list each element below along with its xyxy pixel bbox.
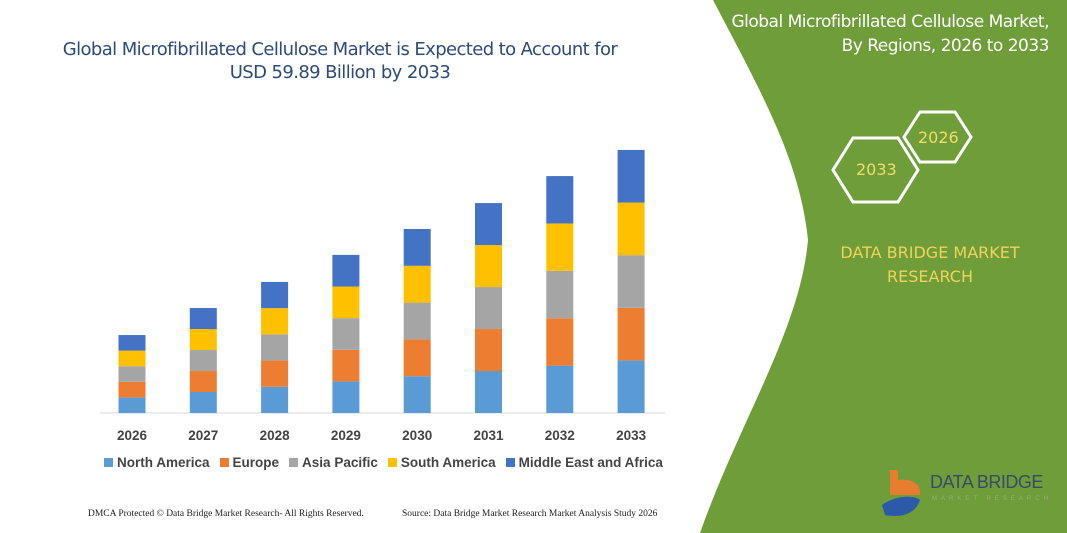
bar-segment-north-america-2027: [189, 392, 217, 413]
logo-text: DATA BRIDGE: [930, 472, 1043, 492]
x-tick-label: 2031: [473, 428, 504, 443]
bar-segment-north-america-2033: [617, 360, 645, 413]
legend-label: Middle East and Africa: [518, 455, 663, 470]
bar-segment-europe-2030: [403, 339, 431, 377]
legend-item: Middle East and Africa: [505, 455, 663, 470]
footer-copyright: DMCA Protected © Data Bridge Market Rese…: [88, 509, 364, 519]
x-tick-label: 2026: [117, 428, 148, 443]
hex-label-start: 2026: [918, 128, 959, 147]
x-tick-label: 2030: [402, 428, 432, 443]
bar-segment-europe-2032: [546, 318, 574, 366]
hexagon-2026: [902, 110, 973, 164]
chart-title: Global Microfibrillated Cellulose Market…: [62, 39, 618, 83]
green-side-panel: [700, 0, 1067, 533]
legend-label: South America: [400, 455, 496, 470]
legend-item: Asia Pacific: [289, 455, 378, 470]
hex-label-end: 2033: [856, 160, 897, 179]
bar-segment-north-america-2026: [118, 397, 146, 413]
legend-item: Europe: [219, 455, 280, 470]
bar-segment-asia-pacific-2026: [118, 366, 146, 382]
legend-swatch: [104, 458, 113, 467]
bar-segment-middle-east-and-africa-2030: [403, 229, 431, 266]
legend-label: Europe: [232, 455, 280, 470]
bar-segment-south-america-2028: [261, 308, 289, 335]
bar-segment-south-america-2027: [189, 329, 217, 351]
x-tick-label: 2028: [260, 428, 291, 443]
footer-source: Source: Data Bridge Market Research Mark…: [402, 509, 658, 519]
legend-item: North America: [104, 455, 210, 470]
bar-segment-middle-east-and-africa-2026: [118, 335, 146, 351]
bar-segment-middle-east-and-africa-2027: [189, 308, 217, 330]
bar-segment-south-america-2032: [546, 223, 574, 271]
legend-item: South America: [387, 455, 496, 470]
x-tick-label: 2029: [331, 428, 361, 443]
x-tick-label: 2033: [616, 428, 647, 443]
bar-segment-europe-2031: [475, 329, 502, 372]
bar-segment-middle-east-and-africa-2029: [332, 254, 360, 287]
bar-segment-middle-east-and-africa-2033: [617, 150, 645, 203]
legend-label: Asia Pacific: [302, 455, 378, 470]
bar-segment-south-america-2026: [118, 350, 146, 367]
bar-segment-europe-2026: [118, 381, 146, 398]
bar-segment-south-america-2030: [403, 265, 431, 303]
bar-segment-europe-2027: [189, 371, 217, 393]
bar-segment-europe-2028: [261, 360, 289, 387]
bar-segment-asia-pacific-2029: [332, 318, 360, 350]
logo-subtext: MARKET RESEARCH: [932, 496, 1052, 502]
bar-segment-europe-2029: [332, 349, 360, 382]
logo-icon: [882, 470, 921, 517]
bars-group: [118, 150, 645, 413]
bar-segment-asia-pacific-2028: [261, 334, 289, 361]
bar-segment-asia-pacific-2032: [546, 270, 574, 319]
bar-segment-asia-pacific-2027: [189, 350, 217, 372]
bar-segment-asia-pacific-2031: [475, 287, 502, 330]
legend-swatch: [505, 458, 515, 467]
legend-label: North America: [117, 455, 210, 470]
bar-segment-north-america-2030: [403, 376, 431, 413]
bar-segment-middle-east-and-africa-2028: [261, 281, 289, 309]
bar-segment-asia-pacific-2033: [617, 255, 645, 308]
side-panel-title: Global Microfibrillated Cellulose Market…: [731, 12, 1049, 56]
x-tick-label: 2032: [545, 428, 575, 443]
bar-segment-north-america-2028: [261, 386, 289, 413]
x-tick-label: 2027: [188, 428, 218, 443]
legend-swatch: [289, 458, 299, 467]
legend-swatch: [387, 458, 397, 467]
x-ticks: 2026 2027 2028 2029 2030 2031 2032 2033: [117, 428, 647, 443]
bar-segment-south-america-2029: [332, 286, 360, 319]
bar-segment-middle-east-and-africa-2032: [546, 176, 574, 224]
legend-swatch: [219, 458, 229, 467]
bar-segment-south-america-2031: [475, 245, 502, 288]
bar-segment-north-america-2032: [546, 365, 574, 413]
legend: North America Europe Asia Pacific South …: [104, 455, 663, 470]
bar-segment-north-america-2029: [332, 381, 360, 413]
bar-segment-europe-2033: [617, 307, 645, 361]
hexagon-2033: [831, 136, 920, 204]
brand-text: DATA BRIDGE MARKET RESEARCH: [840, 243, 1020, 286]
bar-segment-south-america-2033: [617, 202, 645, 256]
bar-segment-asia-pacific-2030: [403, 302, 431, 340]
bar-segment-north-america-2031: [475, 371, 502, 413]
bar-segment-middle-east-and-africa-2031: [475, 203, 502, 246]
